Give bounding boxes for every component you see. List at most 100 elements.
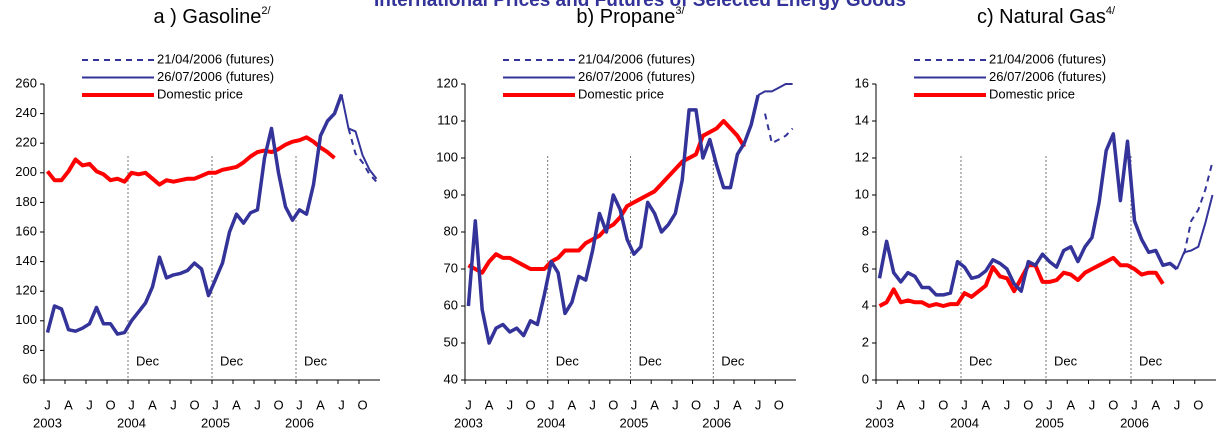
- x-tick-label: O: [938, 397, 948, 412]
- y-tick-label: 100: [436, 149, 458, 164]
- x-tick-label: J: [713, 397, 720, 412]
- panel-title-text: c) Natural Gas: [977, 6, 1106, 28]
- year-label: 2003: [865, 415, 894, 430]
- y-tick-label: 80: [23, 342, 37, 357]
- x-tick-label: O: [774, 397, 784, 412]
- x-tick-label: O: [525, 397, 535, 412]
- y-tick-label: 14: [855, 112, 869, 127]
- x-tick-label: J: [1004, 397, 1011, 412]
- series-line: [1176, 194, 1214, 270]
- x-tick-label: J: [631, 397, 638, 412]
- legend-label: 21/04/2006 (futures): [157, 51, 274, 66]
- panel-title-note: 2/: [261, 5, 271, 17]
- legend-label: 21/04/2006 (futures): [578, 51, 695, 66]
- x-tick-label: O: [1023, 397, 1033, 412]
- y-tick-label: 50: [444, 334, 458, 349]
- y-tick-label: 180: [15, 194, 37, 209]
- main-title: International Prices and Futures of Sele…: [374, 0, 906, 11]
- series-line: [878, 255, 1165, 308]
- x-tick-label: O: [189, 397, 199, 412]
- x-tick-label: J: [128, 397, 135, 412]
- x-tick-label: A: [568, 397, 577, 412]
- series-line: [764, 113, 794, 145]
- y-tick-label: 6: [862, 260, 869, 275]
- x-tick-label: J: [1131, 397, 1138, 412]
- december-label: Dec: [1139, 353, 1163, 368]
- x-tick-label: J: [507, 397, 514, 412]
- x-tick-label: J: [548, 397, 555, 412]
- x-tick-label: J: [876, 397, 883, 412]
- year-label: 2005: [201, 415, 230, 430]
- year-label: 2004: [537, 415, 566, 430]
- series-line: [877, 132, 1179, 297]
- x-tick-label: A: [1151, 397, 1160, 412]
- y-tick-label: 160: [15, 223, 37, 238]
- x-tick-label: J: [1174, 397, 1181, 412]
- series-line: [340, 94, 378, 180]
- panel-title-note: 4/: [1106, 5, 1116, 17]
- legend-label: 26/07/2006 (futures): [157, 69, 274, 84]
- year-label: 2004: [117, 415, 146, 430]
- x-tick-label: J: [170, 397, 177, 412]
- x-tick-label: O: [1193, 397, 1203, 412]
- legend-label: 26/07/2006 (futures): [989, 69, 1106, 84]
- legend-label: Domestic price: [989, 86, 1075, 101]
- year-label: 2006: [1120, 415, 1149, 430]
- y-tick-label: 8: [862, 223, 869, 238]
- december-label: Dec: [304, 353, 328, 368]
- x-tick-label: O: [608, 397, 618, 412]
- panel-title: b) Propane3/: [576, 5, 685, 28]
- series-line: [467, 119, 746, 275]
- y-tick-label: 220: [15, 135, 37, 150]
- x-tick-label: O: [273, 397, 283, 412]
- panel-title-text: a ) Gasoline: [153, 6, 261, 28]
- x-tick-label: A: [896, 397, 905, 412]
- y-tick-label: 90: [444, 186, 458, 201]
- y-tick-label: 200: [15, 164, 37, 179]
- x-tick-label: A: [316, 397, 325, 412]
- legend-label: 21/04/2006 (futures): [989, 51, 1106, 66]
- y-tick-label: 140: [15, 253, 37, 268]
- december-label: Dec: [1054, 353, 1078, 368]
- series-line: [347, 128, 378, 183]
- x-tick-label: A: [64, 397, 73, 412]
- year-label: 2006: [285, 415, 314, 430]
- x-tick-label: J: [919, 397, 926, 412]
- x-tick-label: J: [961, 397, 968, 412]
- legend-label: 26/07/2006 (futures): [578, 69, 695, 84]
- x-tick-label: A: [1066, 397, 1075, 412]
- december-label: Dec: [721, 353, 745, 368]
- year-label: 2004: [950, 415, 979, 430]
- x-tick-label: A: [981, 397, 990, 412]
- series-line: [45, 93, 344, 336]
- x-tick-label: J: [1089, 397, 1096, 412]
- series-line: [757, 83, 793, 96]
- x-tick-label: A: [232, 397, 241, 412]
- december-label: Dec: [220, 353, 244, 368]
- y-tick-label: 80: [444, 223, 458, 238]
- panel-title-text: b) Propane: [576, 6, 675, 28]
- year-label: 2005: [1035, 415, 1064, 430]
- x-tick-label: A: [485, 397, 494, 412]
- panel-title-note: 3/: [675, 5, 685, 17]
- y-tick-label: 12: [855, 149, 869, 164]
- x-tick-label: J: [672, 397, 679, 412]
- x-tick-label: J: [296, 397, 303, 412]
- x-tick-label: J: [254, 397, 261, 412]
- december-label: Dec: [136, 353, 160, 368]
- december-label: Dec: [969, 353, 993, 368]
- series-line: [45, 135, 336, 187]
- series-line: [1183, 161, 1214, 255]
- x-tick-label: O: [691, 397, 701, 412]
- y-tick-label: 60: [23, 371, 37, 386]
- x-tick-label: A: [148, 397, 157, 412]
- x-tick-label: O: [105, 397, 115, 412]
- y-tick-label: 240: [15, 105, 37, 120]
- x-tick-label: J: [44, 397, 51, 412]
- year-label: 2006: [702, 415, 731, 430]
- x-tick-label: J: [212, 397, 219, 412]
- x-tick-label: J: [755, 397, 762, 412]
- y-tick-label: 4: [862, 297, 869, 312]
